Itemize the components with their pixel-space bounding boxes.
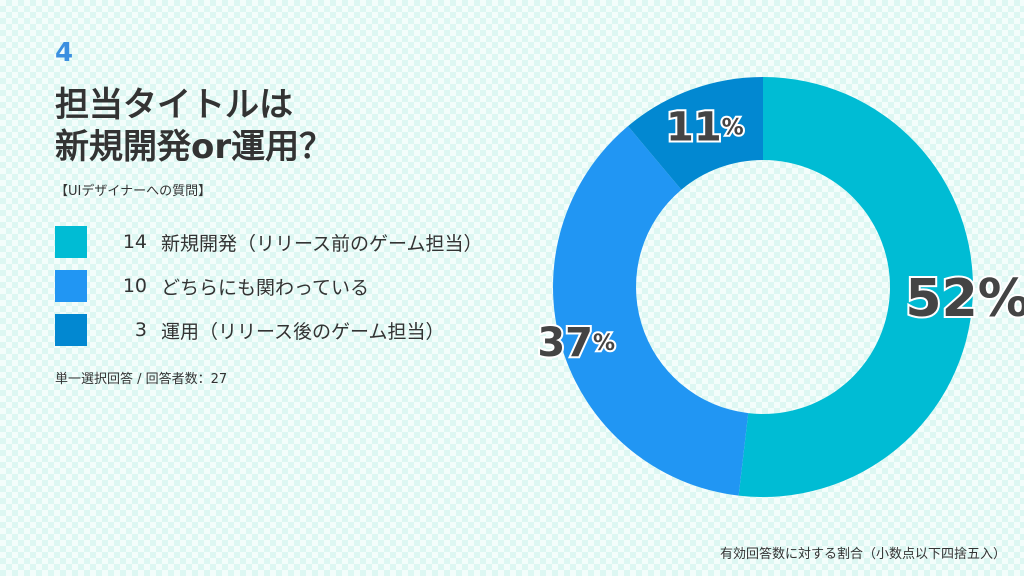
legend-item-new-dev: 14 新規開発（リリース前のゲーム担当）: [55, 226, 482, 258]
legend-swatch: [55, 226, 87, 258]
slice-both: [553, 126, 749, 496]
legend-count: 10: [122, 275, 147, 297]
legend-item-operation: 3 運用（リリース後のゲーム担当）: [55, 314, 482, 346]
footnote: 有効回答数に対する割合（小数点以下四捨五入）: [719, 547, 1006, 562]
slice-new-dev: [738, 77, 974, 498]
label-new-dev: 52%: [905, 269, 1024, 329]
page-title: 担当タイトルは 新規開発or運用？: [55, 84, 333, 168]
label-operation: 11%: [666, 104, 744, 150]
slice-operation: [628, 77, 763, 190]
legend-swatch: [55, 270, 87, 302]
legend-label: どちらにも関わっている: [161, 276, 370, 299]
donut-labels: 52% 37% 11%: [535, 102, 1024, 368]
respondent-note: 単一選択回答 / 回答者数：27: [55, 372, 228, 387]
legend-count: 14: [122, 231, 147, 253]
legend-swatch: [55, 314, 87, 346]
legend-label: 新規開発（リリース前のゲーム担当）: [161, 232, 483, 255]
legend-item-both: 10 どちらにも関わっている: [55, 270, 482, 302]
donut-slices: [553, 77, 974, 498]
chart-legend: 14 新規開発（リリース前のゲーム担当） 10 どちらにも関わっている 3 運用…: [55, 226, 482, 358]
legend-count: 3: [134, 319, 147, 341]
title-line-1: 担当タイトルは: [55, 85, 293, 125]
legend-label: 運用（リリース後のゲーム担当）: [161, 320, 445, 343]
question-number: 4: [55, 38, 74, 68]
title-line-2: 新規開発or運用？: [55, 127, 334, 167]
subtitle: 【UIデザイナーへの質問】: [55, 184, 212, 199]
label-both: 37%: [537, 320, 615, 366]
